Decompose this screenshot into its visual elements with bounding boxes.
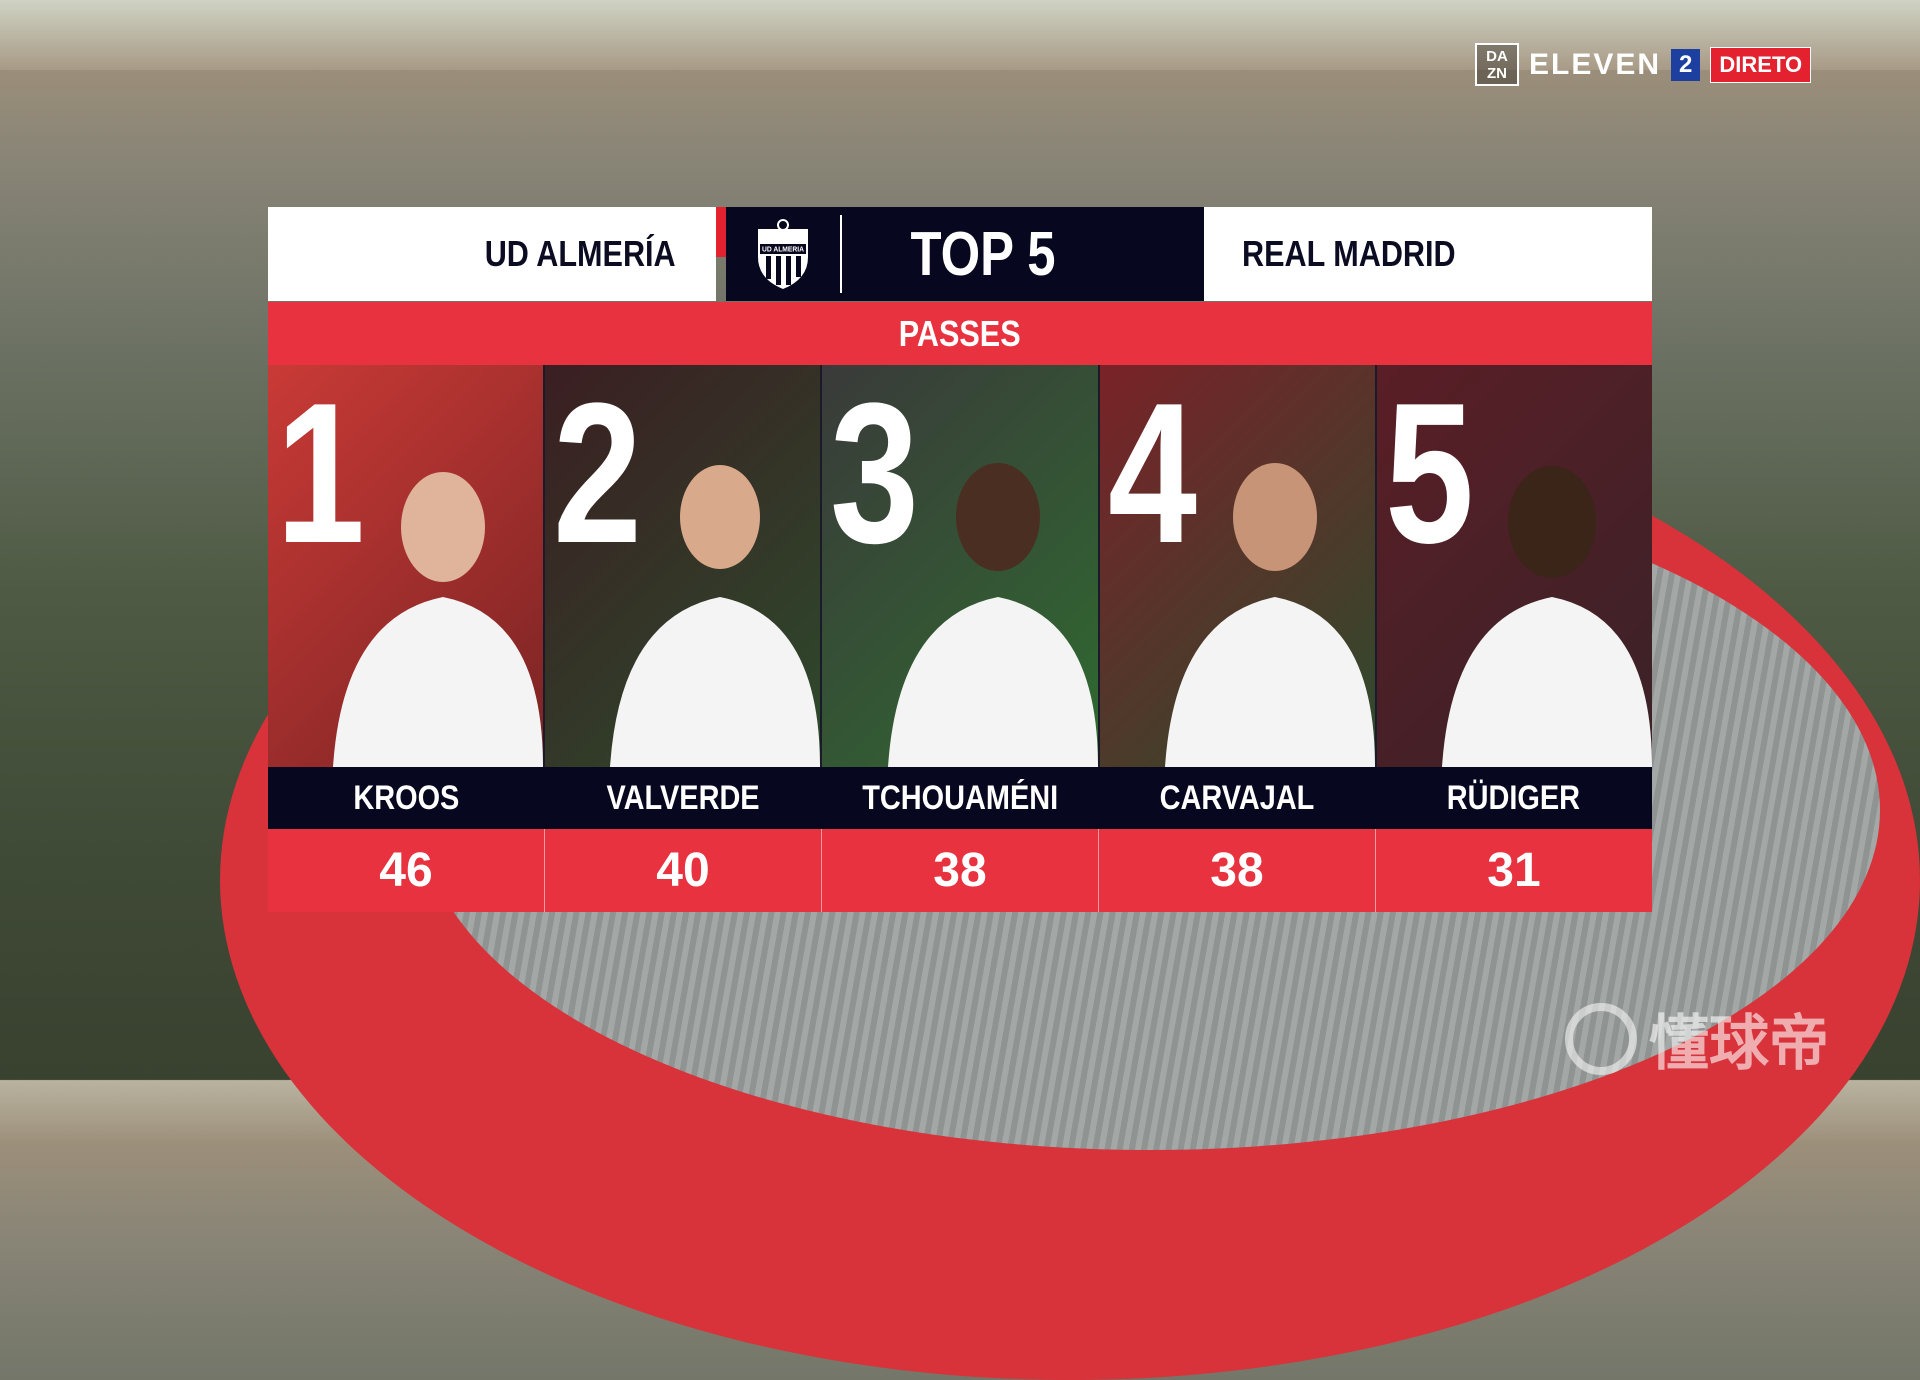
dazn-logo: DA ZN [1475,43,1519,86]
player-name: KROOS [353,779,460,817]
away-team-panel: REAL MADRID [1204,207,1652,301]
player-card: 3 [822,365,1100,767]
red-accent [716,207,726,257]
stat-label: PASSES [899,312,1021,354]
rank-number: 3 [830,365,920,585]
player-name: RÜDIGER [1446,779,1581,817]
player-card: 4 [1099,365,1377,767]
player-card: 2 [545,365,823,767]
player-photos: 1 2 3 4 5 [268,365,1653,767]
stat-category: PASSES [268,302,1652,365]
player-names: KROOS VALVERDE TCHOUAMÉNI CARVAJAL RÜDIG… [268,767,1652,829]
divider [840,215,842,293]
player-name: VALVERDE [606,779,760,817]
watermark: 懂球帝 [1565,995,1829,1082]
football-icon [1565,1002,1637,1075]
top5-graphic: UD ALMERÍA UD ALMERIA TOP 5 REAL MADRID … [268,207,1653,912]
almeria-crest-icon: UD ALMERIA [758,219,808,289]
watermark-text: 懂球帝 [1649,1010,1829,1077]
rank-number: 1 [276,365,365,585]
away-team-name: REAL MADRID [1242,233,1456,274]
pass-count: 31 [1487,844,1541,897]
live-badge: DIRETO [1710,46,1812,83]
pass-count: 40 [545,829,822,912]
player-card: 1 [268,365,546,767]
background-sky [0,0,1920,70]
rank-number: 2 [553,365,643,585]
player-photo [1164,463,1375,767]
rank-number: 5 [1384,365,1474,585]
player-values: 46 40 38 38 31 [268,829,1652,912]
player-photo [1442,466,1653,767]
pass-count: 38 [822,829,1099,912]
player-photo [887,463,1098,767]
player-photo [610,465,821,767]
player-name: TCHOUAMÉNI [862,779,1058,817]
crest-text: UD ALMERIA [762,247,804,254]
graphic-title: TOP 5 [910,219,1056,289]
broadcaster-logo: DA ZN ELEVEN 2 DIRETO [1475,43,1812,86]
pass-count: 38 [1099,829,1376,912]
home-team-name: UD ALMERÍA [485,233,676,274]
player-photo [333,472,544,767]
pass-count: 46 [268,829,545,912]
home-team-panel: UD ALMERÍA [268,207,716,301]
channel-name: ELEVEN [1529,47,1662,81]
player-name: CARVAJAL [1159,779,1315,817]
player-card: 5 [1376,365,1653,767]
title-panel: UD ALMERIA TOP 5 [726,207,1459,301]
rank-number: 4 [1107,365,1197,585]
channel-number: 2 [1671,48,1701,81]
